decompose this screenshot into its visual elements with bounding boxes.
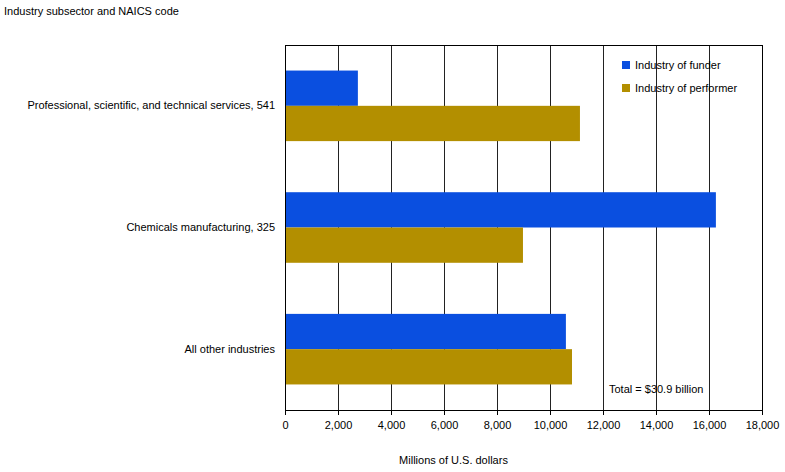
tick: 18,000 <box>746 410 780 431</box>
tick: Professional, scientific, and technical … <box>27 99 285 111</box>
tick: 16,000 <box>693 410 727 431</box>
bar <box>285 192 716 227</box>
tick: 14,000 <box>640 410 674 431</box>
legend: Industry of funder Industry of performer <box>622 59 737 94</box>
annotation: Total = $30.9 billion <box>609 383 703 395</box>
chart: 0 2,000 4,000 6,000 8,000 10,000 12,000 14,000 1… <box>0 0 785 472</box>
bar-series <box>285 106 580 385</box>
tick: 8,000 <box>484 410 512 431</box>
tick: 10,000 <box>534 410 568 431</box>
bar-series <box>285 71 716 350</box>
tick-mark <box>709 410 710 415</box>
grid <box>285 45 762 410</box>
tick-mark <box>550 410 551 415</box>
bar <box>285 314 566 349</box>
tick-label: 2,000 <box>325 419 353 431</box>
tick-mark <box>603 410 604 415</box>
x-axis: 0 2,000 4,000 6,000 8,000 10,000 12,000 14,000 1… <box>282 410 779 431</box>
y-axis: Professional, scientific, and technical … <box>27 46 285 411</box>
tick-mark <box>497 410 498 415</box>
tick: 4,000 <box>378 410 406 431</box>
tick-mark <box>338 410 339 415</box>
x-axis-title: Millions of U.S. dollars <box>399 454 508 466</box>
category-label: Professional, scientific, and technical … <box>27 99 275 111</box>
bar <box>285 349 572 384</box>
tick-label: 16,000 <box>693 419 727 431</box>
tick-mark <box>656 410 657 415</box>
axis-line <box>286 411 763 416</box>
category-label: All other industries <box>185 343 276 355</box>
tick-label: 4,000 <box>378 419 406 431</box>
plot: 0 2,000 4,000 6,000 8,000 10,000 12,000 14,000 1… <box>27 45 779 431</box>
tick-label: 18,000 <box>746 419 780 431</box>
tick: All other industries <box>185 343 286 355</box>
legend-label: Industry of performer <box>635 82 737 94</box>
bar <box>285 106 580 141</box>
tick-mark <box>391 410 392 415</box>
legend-label: Industry of funder <box>635 59 721 71</box>
tick: 0 <box>282 410 288 431</box>
tick-label: 10,000 <box>534 419 568 431</box>
bars <box>285 71 716 385</box>
category-label: Chemicals manufacturing, 325 <box>126 221 275 233</box>
legend-swatch <box>622 84 630 92</box>
bar <box>285 71 358 106</box>
tick-label: 0 <box>282 419 288 431</box>
tick: Chemicals manufacturing, 325 <box>126 221 285 233</box>
tick: 6,000 <box>431 410 459 431</box>
plot-frame <box>285 45 762 410</box>
tick-mark <box>444 410 445 415</box>
tick-label: 14,000 <box>640 419 674 431</box>
tick: 2,000 <box>325 410 353 431</box>
tick-mark <box>285 410 286 415</box>
bar <box>285 228 523 263</box>
legend-item: Industry of performer <box>622 82 737 94</box>
tick-label: 8,000 <box>484 419 512 431</box>
tick: 12,000 <box>587 410 621 431</box>
axis-line <box>285 46 286 411</box>
legend-item: Industry of funder <box>622 59 721 71</box>
tick-label: 12,000 <box>587 419 621 431</box>
legend-swatch <box>622 61 630 69</box>
tick-mark <box>762 410 763 415</box>
y-axis-title: Industry subsector and NAICS code <box>4 5 179 17</box>
tick-label: 6,000 <box>431 419 459 431</box>
